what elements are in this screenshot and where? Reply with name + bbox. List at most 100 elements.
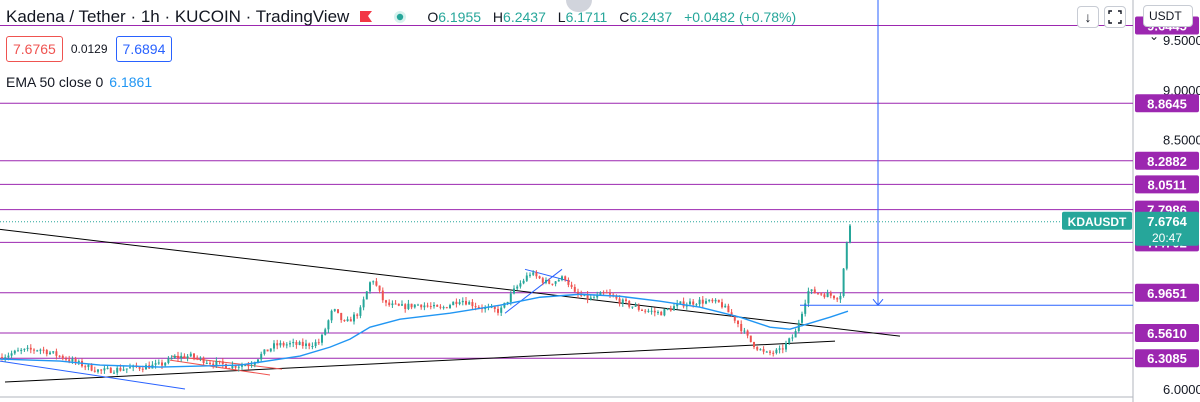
candle-body (673, 306, 675, 311)
candle-body (257, 359, 259, 363)
candle-body (785, 343, 787, 350)
candle-body (170, 358, 173, 360)
candle-body (343, 320, 346, 322)
market-status-icon[interactable] (393, 10, 407, 24)
candle-body (106, 367, 109, 369)
candle-body (708, 299, 711, 302)
candle-body (532, 272, 535, 275)
candle-body (519, 283, 522, 287)
candle-body (397, 303, 400, 306)
scroll-to-latest-button[interactable]: ↓ (1077, 6, 1099, 28)
candle-body (561, 276, 563, 281)
candle-body (689, 301, 691, 305)
candle-body (436, 304, 439, 307)
candle-body (228, 368, 231, 370)
candle-body (845, 242, 848, 269)
level-label: 8.8645 (1147, 96, 1187, 111)
candle-body (282, 342, 285, 346)
candle-body (468, 302, 471, 305)
candle-body (804, 303, 807, 314)
candle-body (74, 358, 77, 363)
candle-body (589, 297, 592, 300)
candle-body (404, 304, 407, 309)
symbol-title[interactable]: Kadena / Tether · 1h · KUCOIN · TradingV… (6, 7, 350, 26)
candle-body (381, 290, 384, 301)
buy-price-button[interactable]: 7.6894 (115, 36, 173, 62)
flag-icon[interactable] (359, 10, 373, 24)
fullscreen-button[interactable] (1104, 6, 1126, 28)
indicator-legend[interactable]: EMA 50 close 0 6.1861 (6, 74, 152, 90)
currency-selector[interactable]: USDT ⌄ (1143, 5, 1193, 43)
candle-body (682, 301, 685, 307)
candle-body (807, 291, 810, 304)
level-label-box (1135, 175, 1199, 194)
candle-body (692, 301, 695, 305)
candle-body (266, 349, 269, 352)
candle-body (810, 289, 813, 292)
candle-body (36, 350, 39, 352)
candle-body (749, 335, 752, 343)
candle-body (634, 305, 637, 307)
candle-body (65, 358, 67, 360)
candle-body (215, 360, 218, 366)
arrow-head (872, 298, 884, 307)
low-label: L (557, 9, 566, 25)
level-label-box (1135, 151, 1199, 170)
candle-body (602, 292, 605, 294)
candle-body (394, 303, 397, 305)
candle-body (52, 351, 55, 353)
candle-body (93, 370, 96, 372)
candle-body (772, 352, 775, 354)
open-value: 6.1955 (438, 9, 482, 25)
candle-body (359, 307, 362, 316)
candle-body (759, 349, 762, 351)
candle-body (628, 301, 631, 307)
candle-body (375, 281, 378, 286)
close-value: 6.2437 (629, 9, 673, 25)
candle-body (778, 348, 781, 350)
cursor-indicator (566, 0, 592, 12)
candle-body (500, 307, 503, 313)
level-label: 6.9651 (1147, 286, 1187, 301)
open-label: O (427, 9, 439, 25)
candle-body (113, 372, 115, 374)
candle-body (100, 369, 103, 371)
candle-body (61, 355, 64, 359)
candle-body (458, 302, 461, 305)
candle-body (180, 355, 183, 359)
candle-body (340, 312, 343, 321)
candle-body (621, 299, 624, 304)
candles-layer (1, 224, 851, 376)
candle-body (333, 309, 336, 311)
candle-body (401, 304, 403, 306)
candle-body (337, 309, 339, 313)
low-value: 6.1711 (565, 9, 608, 25)
y-tick-label: 6.0000 (1163, 382, 1200, 397)
candle-body (177, 355, 179, 359)
candle-body (465, 300, 467, 305)
candle-body (183, 355, 186, 359)
symbol-tag: KDAUSDT (1068, 215, 1127, 229)
candle-body (209, 362, 211, 364)
candle-body (413, 304, 416, 308)
candle-body (506, 301, 509, 303)
channel-line (169, 359, 271, 376)
candle-body (196, 357, 199, 359)
candle-body (279, 342, 282, 346)
candle-body (695, 304, 698, 306)
candle-body (205, 362, 208, 364)
candle-body (26, 347, 29, 349)
candle-body (497, 308, 499, 313)
candle-body (58, 355, 61, 357)
candle-body (167, 358, 170, 363)
candle-body (20, 349, 23, 351)
candle-body (29, 347, 32, 350)
candle-body (676, 303, 679, 307)
price-axis[interactable]: 9.50009.00008.50006.00009.64458.86458.28… (1062, 16, 1200, 397)
countdown-label: 20:47 (1152, 231, 1182, 245)
sell-price-button[interactable]: 7.6765 (6, 36, 63, 62)
candle-body (580, 294, 583, 296)
candle-body (570, 284, 573, 287)
candle-body (237, 366, 240, 368)
